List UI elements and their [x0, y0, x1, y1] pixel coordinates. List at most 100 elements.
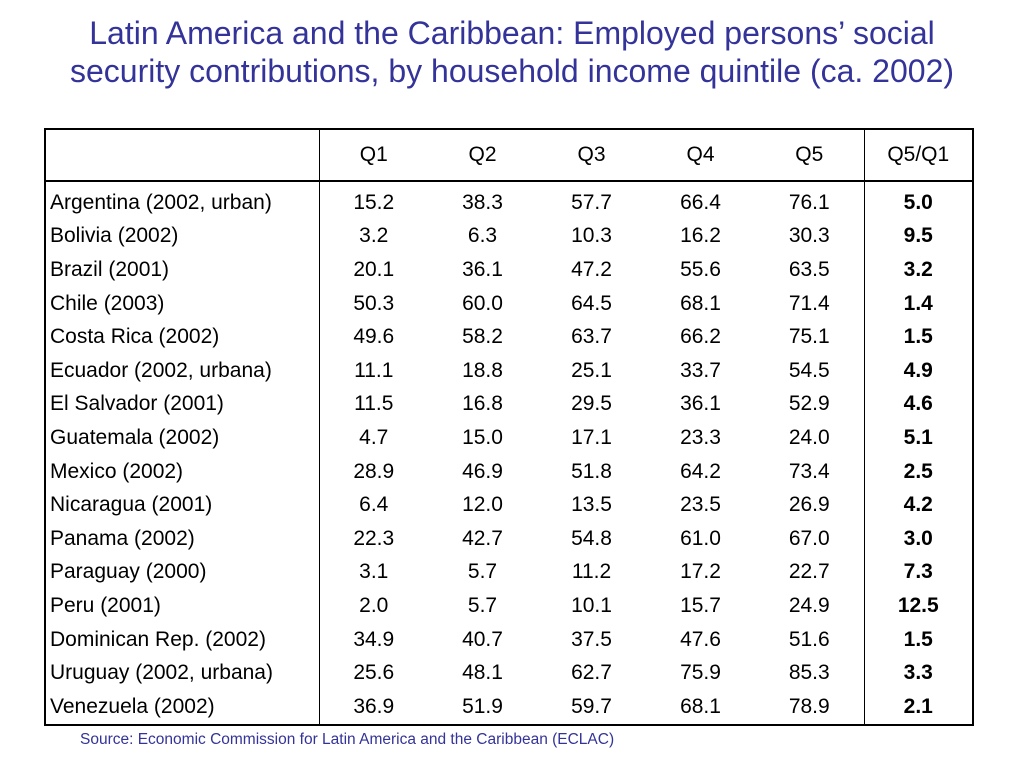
column-header-q2: Q2 [428, 129, 537, 182]
cell-q5-q1-ratio: 9.5 [863, 219, 973, 254]
cell-q1: 28.9 [353, 459, 395, 483]
cell-q4: 33.7 [680, 358, 721, 382]
row-label-country: Dominican Rep. (2002) [45, 622, 320, 657]
row-label-country: Panama (2002) [45, 521, 320, 556]
cell-q5-q1-ratio: 3.2 [863, 253, 973, 287]
cell-q5-q1-ratio: 12.5 [863, 589, 973, 623]
cell-q5: 63.5 [788, 257, 830, 281]
cell-q4: 36.1 [680, 392, 721, 416]
cell-q1: 11.1 [354, 358, 394, 382]
cell-q5: 67.0 [788, 526, 830, 550]
cell-q5: 22.7 [788, 560, 830, 584]
cell-q1: 2.0 [359, 593, 389, 617]
table-body: Argentina (2002, urban) 15.2 38.3 57.7 66.4 7… [45, 181, 973, 725]
cell-q3: 37.5 [571, 627, 612, 651]
cell-q5-q1-ratio: 1.5 [863, 320, 973, 354]
column-header-q5-q1: Q5/Q1 [863, 129, 973, 182]
cell-q2: 16.8 [462, 392, 503, 416]
row-label-country: Venezuela (2002) [45, 689, 320, 725]
cell-q5: 51.6 [788, 627, 830, 651]
row-label-country: Chile (2003) [45, 286, 320, 321]
table-row: Ecuador (2002, urbana) 11.1 18.8 25.1 33.7 54… [45, 353, 973, 388]
table-row: Guatemala (2002) 4.7 15.0 17.1 23.3 24.0 5.1 [45, 421, 973, 455]
cell-q4: 68.1 [680, 291, 721, 315]
slide-title: Latin America and the Caribbean: Employe… [0, 14, 1024, 90]
row-label-country: El Salvador (2001) [45, 387, 320, 422]
cell-q3: 59.7 [571, 694, 612, 718]
row-label-country: Argentina (2002, urban) [45, 181, 320, 220]
cell-q5-q1-ratio: 7.3 [863, 555, 973, 590]
table-row: Paraguay (2000) 3.1 5.7 11.2 17.2 22.7 7.3 [45, 555, 973, 590]
table-row: Venezuela (2002) 36.9 51.9 59.7 68.1 78.9 2.1 [45, 689, 973, 725]
row-label-country: Costa Rica (2002) [45, 320, 320, 354]
cell-q4: 64.2 [680, 459, 721, 483]
cell-q5: 75.1 [788, 325, 830, 349]
title-line-1: Latin America and the Caribbean: Employe… [89, 15, 935, 51]
cell-q1: 50.3 [353, 291, 395, 315]
row-label-country: Uruguay (2002, urbana) [45, 656, 320, 690]
table-row: Uruguay (2002, urbana) 25.6 48.1 62.7 75.9 85… [45, 656, 973, 690]
cell-q1: 22.3 [353, 526, 395, 550]
cell-q3: 10.3 [571, 224, 612, 248]
column-header-country [45, 129, 320, 182]
cell-q1: 11.5 [354, 392, 394, 416]
cell-q2: 51.9 [462, 694, 503, 718]
column-header-q5: Q5 [755, 129, 864, 182]
cell-q5: 71.4 [788, 291, 830, 315]
cell-q5-q1-ratio: 1.5 [863, 622, 973, 657]
cell-q5-q1-ratio: 1.4 [863, 286, 973, 321]
table-row: El Salvador (2001) 11.5 16.8 29.5 36.1 52.9 4.… [45, 387, 973, 422]
cell-q5-q1-ratio: 4.9 [863, 353, 973, 388]
source-note: Source: Economic Commission for Latin Am… [80, 731, 615, 748]
cell-q2: 12.0 [462, 493, 503, 517]
row-label-country: Nicaragua (2001) [45, 488, 320, 522]
cell-q3: 17.1 [571, 425, 612, 449]
row-label-country: Guatemala (2002) [45, 421, 320, 455]
cell-q2: 5.7 [467, 560, 498, 584]
cell-q5: 30.3 [788, 224, 830, 248]
cell-q5-q1-ratio: 3.3 [863, 656, 973, 690]
cell-q2: 6.3 [467, 224, 498, 248]
cell-q5: 76.1 [788, 190, 830, 214]
row-label-country: Peru (2001) [45, 589, 320, 623]
column-header-q1: Q1 [319, 129, 428, 182]
cell-q2: 58.2 [462, 325, 503, 349]
row-label-country: Paraguay (2000) [45, 555, 320, 590]
cell-q2: 42.7 [462, 526, 503, 550]
row-label-country: Mexico (2002) [45, 454, 320, 489]
cell-q1: 4.7 [359, 425, 389, 449]
cell-q1: 34.9 [353, 627, 395, 651]
column-header-q4: Q4 [646, 129, 755, 182]
contributions-table: Q1 Q2 Q3 Q4 Q5 Q5/Q1 Argentina (2002, ur… [44, 128, 974, 726]
cell-q5-q1-ratio: 2.5 [863, 454, 973, 489]
cell-q2: 38.3 [462, 190, 503, 214]
cell-q5: 52.9 [788, 392, 830, 416]
row-label-country: Brazil (2001) [45, 253, 320, 287]
cell-q4: 47.6 [680, 627, 721, 651]
cell-q2: 15.0 [462, 425, 503, 449]
cell-q2: 60.0 [462, 291, 503, 315]
cell-q4: 55.6 [680, 257, 721, 281]
cell-q3: 47.2 [571, 257, 612, 281]
table-row: Bolivia (2002) 3.2 6.3 10.3 16.2 30.3 9.5 [45, 219, 973, 254]
table-row: Argentina (2002, urban) 15.2 38.3 57.7 66.4 7… [45, 181, 973, 220]
table-row: Peru (2001) 2.0 5.7 10.1 15.7 24.9 12.5 [45, 589, 973, 623]
table-row: Nicaragua (2001) 6.4 12.0 13.5 23.5 26.9 4.2 [45, 488, 973, 522]
cell-q4: 23.3 [680, 425, 721, 449]
cell-q4: 23.5 [680, 493, 721, 517]
cell-q1: 3.2 [359, 224, 389, 248]
cell-q4: 17.2 [680, 560, 721, 584]
cell-q3: 25.1 [571, 358, 612, 382]
cell-q3: 62.7 [571, 661, 612, 685]
cell-q5: 73.4 [788, 459, 830, 483]
cell-q4: 66.2 [680, 325, 721, 349]
row-label-country: Bolivia (2002) [45, 219, 320, 254]
cell-q1: 49.6 [353, 325, 395, 349]
cell-q3: 57.7 [571, 190, 612, 214]
cell-q5: 24.0 [788, 425, 830, 449]
table-header-row: Q1 Q2 Q3 Q4 Q5 Q5/Q1 [45, 129, 973, 182]
cell-q4: 61.0 [680, 526, 721, 550]
cell-q5: 78.9 [788, 694, 830, 718]
cell-q2: 46.9 [462, 459, 503, 483]
cell-q5-q1-ratio: 4.6 [863, 387, 973, 422]
